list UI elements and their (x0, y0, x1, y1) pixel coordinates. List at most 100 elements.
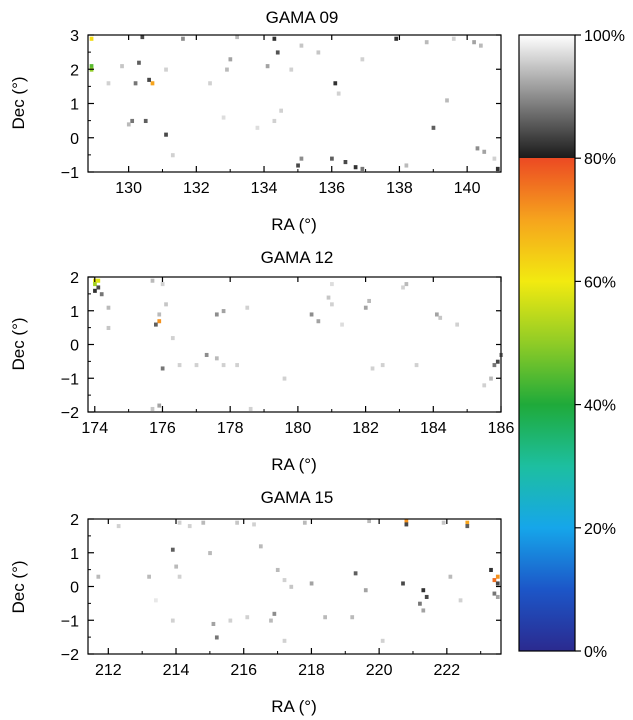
heatmap-cell (170, 153, 175, 158)
heatmap-cell (316, 319, 321, 324)
colorbar-tick-label: 60% (584, 274, 616, 291)
plot-frame (87, 518, 502, 655)
heatmap-cell (380, 638, 385, 643)
heatmap-cell (302, 520, 307, 525)
heatmap-cell (272, 611, 277, 616)
colorbar: 0% 20% 40% 60% 80% 100% (518, 28, 625, 661)
heatmap-cell (235, 363, 239, 368)
heatmap-cell (157, 319, 162, 324)
x-tick-label: 134 (251, 180, 278, 197)
heatmap-cell (336, 91, 341, 96)
heatmap-cell (289, 67, 294, 72)
heatmap-cell (130, 118, 135, 124)
y-tick-label: −1 (61, 371, 79, 388)
heatmap-cell (363, 588, 368, 593)
heatmap-cell (414, 363, 419, 368)
heatmap-cell (404, 163, 409, 168)
heatmap-cell (299, 156, 304, 161)
heatmap-cell (404, 282, 409, 287)
heatmap-cell (401, 285, 405, 290)
x-tick-label: 176 (149, 420, 176, 437)
colorbar-ticks: 0% 20% 40% 60% 80% 100% (575, 28, 625, 661)
y-tick-label: 0 (70, 131, 79, 148)
heatmap-cells (93, 278, 504, 411)
x-tick-label: 140 (454, 180, 481, 197)
heatmap-cell (333, 81, 338, 86)
heatmap-cell (401, 581, 405, 586)
heatmap-cell (394, 36, 399, 41)
y-tick-label: −2 (61, 647, 79, 664)
heatmap-cell (99, 292, 104, 297)
x-tick-label: 212 (95, 662, 122, 679)
y-tick-label: 0 (70, 580, 79, 597)
heatmap-cell (279, 108, 283, 113)
x-tick-label: 186 (488, 420, 515, 437)
heatmap-cell (495, 359, 500, 364)
heatmap-cell (93, 282, 97, 287)
heatmap-cell (492, 578, 497, 583)
heatmap-cell (245, 615, 250, 620)
heatmap-cell (248, 406, 253, 411)
heatmap-cell (495, 581, 500, 586)
heatmap-cell (235, 35, 239, 40)
heatmap-cell (255, 125, 260, 130)
y-tick-label: −1 (61, 613, 79, 630)
heatmap-cell (177, 520, 182, 525)
heatmap-cell (204, 352, 209, 357)
heatmap-cell (282, 376, 287, 381)
heatmap-cell (424, 594, 429, 599)
colorbar-tick-label: 40% (584, 398, 616, 415)
heatmap-cell (221, 115, 226, 120)
heatmap-cell (106, 81, 111, 86)
heatmap-cell (289, 584, 294, 589)
heatmap-cell (208, 81, 212, 86)
heatmap-cell (495, 594, 500, 599)
y-axis-label: Dec (°) (9, 317, 28, 370)
heatmap-cell (309, 312, 314, 317)
heatmap-cell (455, 322, 460, 327)
x-tick-label: 174 (81, 420, 108, 437)
heatmap-cell (140, 35, 145, 40)
y-axis-label: Dec (°) (9, 560, 28, 613)
heatmap-cell (258, 544, 263, 549)
heatmap-cell (89, 36, 94, 41)
heatmap-cell (309, 581, 314, 586)
heatmap-cell (330, 282, 334, 287)
colorbar-gradient (519, 35, 575, 651)
heatmap-cell (479, 43, 483, 48)
colorbar-tick-label: 0% (584, 644, 607, 661)
y-tick-label: 1 (70, 304, 79, 321)
colorbar-tick-label: 20% (584, 521, 616, 538)
x-tick-label: 182 (352, 420, 379, 437)
heatmap-cell (214, 635, 219, 640)
heatmap-cell (170, 618, 175, 623)
heatmap-cell (89, 64, 94, 69)
heatmap-cell (343, 160, 348, 165)
heatmap-cell (492, 591, 497, 596)
panel-title: GAMA 15 (261, 488, 334, 507)
y-tick-label: 2 (70, 512, 79, 529)
heatmap-cell (252, 522, 256, 527)
heatmap-cell (492, 156, 497, 161)
heatmap-cell (228, 618, 233, 623)
y-tick-label: 1 (70, 546, 79, 563)
heatmap-cell (214, 356, 219, 361)
x-tick-label: 218 (298, 662, 325, 679)
plot-frame (87, 34, 502, 173)
heatmap-cell (96, 278, 101, 283)
heatmap-cell (133, 81, 138, 86)
y-tick-label: 2 (70, 62, 79, 79)
heatmap-cell (360, 166, 365, 171)
heatmap-cell (370, 366, 375, 371)
heatmap-cell (438, 315, 443, 320)
colorbar-tick-label: 80% (584, 151, 616, 168)
heatmap-cell (93, 288, 97, 293)
heatmap-cell (126, 122, 131, 127)
axes: 212 214 216 218 220 222 −2 −1 0 1 2 (61, 512, 501, 679)
x-tick-label: 136 (318, 180, 345, 197)
heatmap-cell (316, 50, 321, 55)
heatmap-cell (187, 524, 192, 529)
heatmap-cell (170, 547, 175, 552)
heatmap-cell (170, 336, 175, 341)
heatmap-cell (445, 98, 449, 103)
